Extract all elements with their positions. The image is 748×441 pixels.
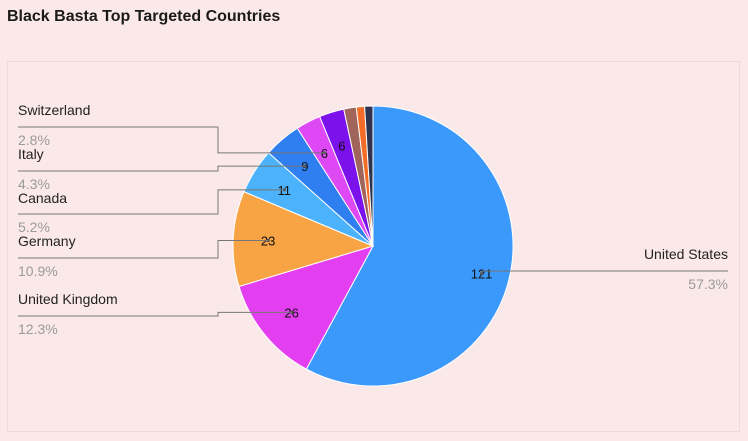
slice-percent-label: 10.9% — [18, 263, 58, 279]
slice-percent-label: 5.2% — [18, 219, 50, 235]
slice-name-label: Italy — [18, 146, 44, 162]
slice-percent-label: 4.3% — [18, 176, 50, 192]
slice-name-label: Germany — [18, 233, 76, 249]
pie-slice-united-states — [305, 105, 514, 387]
pie-slice-other-9 — [364, 105, 374, 247]
pie-slices — [232, 105, 514, 387]
slice-percent-label: 12.3% — [18, 321, 58, 337]
slice-name-label: United States — [644, 246, 728, 262]
leader-line — [18, 126, 325, 154]
leader-line — [481, 270, 728, 274]
leader-line — [18, 165, 305, 172]
leader-line — [18, 311, 292, 317]
slice-percent-label: 57.3% — [688, 276, 728, 292]
slice-name-label: Switzerland — [18, 102, 90, 118]
leader-line — [18, 239, 269, 259]
page-title: Black Basta Top Targeted Countries — [7, 8, 281, 25]
slice-value-label: 6 — [338, 139, 345, 154]
leader-line — [18, 189, 285, 215]
slice-name-label: Canada — [18, 190, 67, 206]
slice-name-label: United Kingdom — [18, 291, 118, 307]
slice-percent-label: 2.8% — [18, 132, 50, 148]
pie-slice-germany — [232, 191, 375, 288]
